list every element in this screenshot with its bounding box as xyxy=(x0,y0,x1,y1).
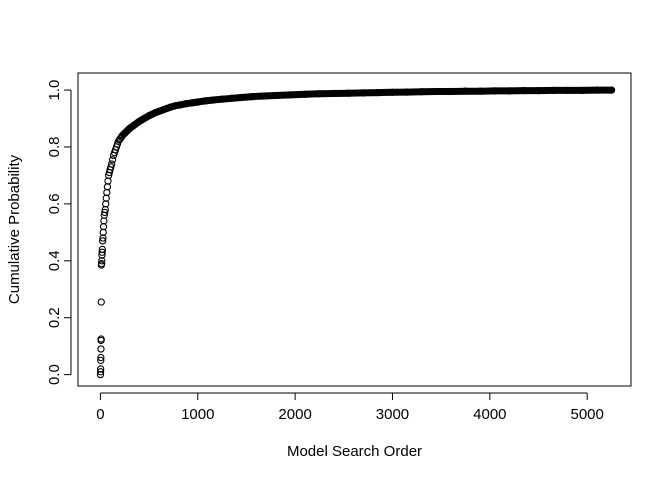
data-point xyxy=(101,208,109,217)
data-point xyxy=(97,335,105,343)
x-axis-title: Model Search Order xyxy=(287,443,422,460)
data-points xyxy=(96,86,616,379)
dense-points-band xyxy=(120,86,615,138)
y-tick-label: 0.2 xyxy=(46,307,63,328)
y-tick-label: 0.4 xyxy=(46,250,63,271)
data-point xyxy=(98,237,107,245)
x-tick-label: 2000 xyxy=(278,406,311,423)
y-axis: 0.0 0.2 0.4 0.6 0.8 1.0 xyxy=(46,80,72,385)
y-tick-label: 0.8 xyxy=(46,137,63,158)
data-point xyxy=(108,160,116,168)
data-point xyxy=(96,368,105,376)
x-tick-label: 4000 xyxy=(473,406,506,423)
data-point xyxy=(107,163,115,171)
x-axis: 0 1000 2000 3000 4000 5000 xyxy=(96,392,604,423)
data-point xyxy=(97,298,105,306)
x-tick-label: 0 xyxy=(96,406,104,423)
data-point xyxy=(97,345,105,353)
x-tick-label: 1000 xyxy=(181,406,214,423)
data-point xyxy=(97,353,105,362)
data-point xyxy=(98,248,106,256)
y-tick-label: 0.0 xyxy=(46,364,63,385)
data-point xyxy=(98,245,106,254)
y-tick-label: 1.0 xyxy=(46,80,63,101)
x-tick-label: 3000 xyxy=(376,406,409,423)
x-tick-label: 5000 xyxy=(571,406,604,423)
data-point xyxy=(108,156,117,164)
plot-frame xyxy=(77,72,632,387)
data-point xyxy=(97,259,106,268)
data-point xyxy=(97,356,105,365)
y-axis-title: Cumulative Probability xyxy=(6,154,23,304)
y-tick-label: 0.6 xyxy=(46,193,63,214)
data-point xyxy=(97,365,105,373)
